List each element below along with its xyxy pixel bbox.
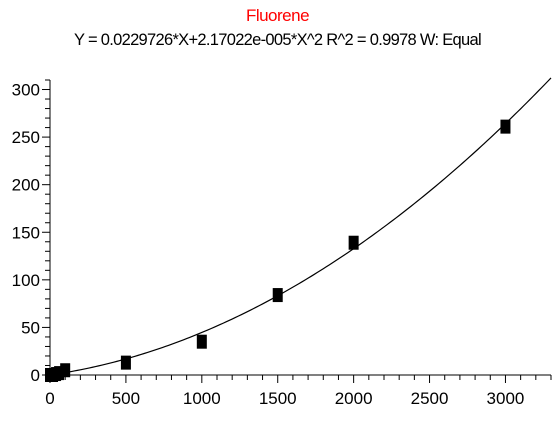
x-tick-label: 2000 [335,389,373,408]
chart-subtitle: Y = 0.0229726*X+2.17022e-005*X^2 R^2 = 0… [74,31,482,49]
y-tick-label: 250 [12,128,40,147]
data-point [348,235,359,250]
y-tick-label: 0 [31,366,40,385]
data-point [196,334,207,349]
fit-curve [49,77,552,376]
y-tick-label: 100 [12,271,40,290]
data-points [45,119,511,382]
x-tick-label: 0 [45,389,54,408]
data-point [60,363,71,378]
x-tick-label: 1000 [183,389,221,408]
data-point [500,119,511,134]
x-tick-label: 1500 [259,389,297,408]
axes [42,79,552,383]
x-tick-label: 2500 [411,389,449,408]
data-point [120,355,131,370]
y-tick-label: 150 [12,223,40,242]
y-tick-label: 200 [12,176,40,195]
chart-title: Fluorene [245,6,310,25]
data-point [272,288,283,303]
y-tick-label: 300 [12,81,40,100]
x-tick-label: 3000 [487,389,525,408]
y-tick-label: 50 [21,318,40,337]
data-point [54,366,65,381]
x-tick-label: 500 [112,389,140,408]
tick-labels: 0 500 1000 1500 2000 2500 3000 0 50 100 150 200 250 3… [12,81,525,408]
